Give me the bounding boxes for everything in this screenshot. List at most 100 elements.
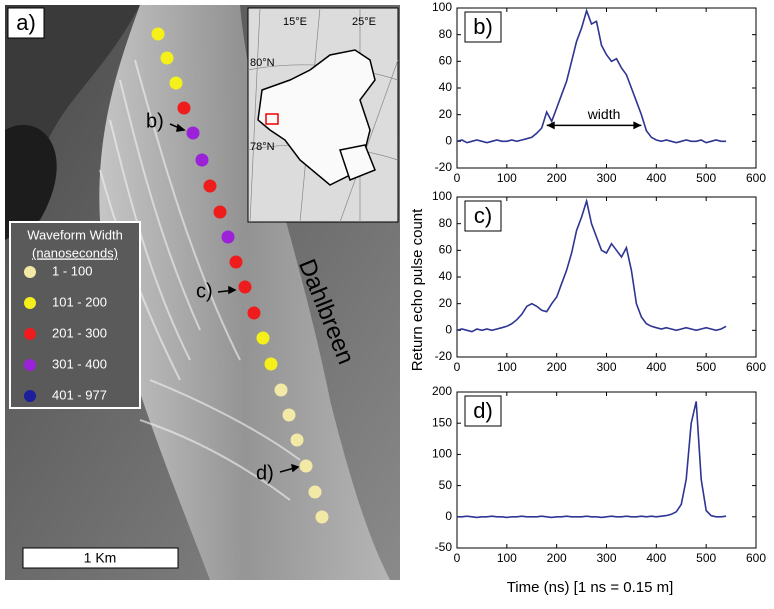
legend-swatch (24, 297, 36, 309)
track-points (151, 27, 329, 524)
track-point (177, 101, 191, 115)
x-tick-label: 500 (696, 360, 716, 374)
y-tick-label: 80 (439, 216, 453, 230)
legend-swatch (24, 359, 36, 371)
map-panel: a) 15°E 25°E 80°N 78°N Dahlbreen b) c) d… (5, 5, 400, 580)
track-point (151, 27, 165, 41)
track-point (264, 357, 278, 371)
y-tick-label: 150 (432, 415, 452, 429)
legend-label: 201 - 300 (52, 325, 107, 340)
x-tick-label: 0 (454, 360, 461, 374)
x-tick-label: 300 (596, 551, 616, 565)
x-tick-label: 600 (746, 360, 766, 374)
track-point (282, 408, 296, 422)
inset-label: 25°E (352, 16, 376, 28)
y-tick-label: 60 (439, 243, 453, 257)
pointer-arrows (169, 123, 300, 473)
inset-map: 15°E 25°E 80°N 78°N (247, 7, 399, 223)
y-tick-label: 40 (439, 269, 453, 283)
panel-label: b) (473, 14, 493, 39)
annotation: width (587, 106, 621, 122)
waveform-line (456, 8, 727, 144)
legend-subtitle: (nanoseconds) (32, 245, 118, 260)
point-label: c) (196, 280, 213, 302)
x-tick-label: 500 (696, 551, 716, 565)
legend-title: Waveform Width (27, 227, 123, 242)
legend-label: 401 - 977 (52, 387, 107, 402)
panel-label-box (464, 11, 502, 43)
track-point (213, 205, 227, 219)
y-tick-label: 200 (432, 384, 452, 398)
inset-label: 80°N (250, 57, 275, 69)
x-tick-label: 200 (547, 171, 567, 185)
plot-frame (456, 7, 757, 169)
panel-label-box (464, 395, 502, 427)
legend-swatch (24, 266, 36, 278)
x-tick-label: 600 (746, 171, 766, 185)
x-tick-label: 300 (596, 360, 616, 374)
x-tick-label: 200 (547, 360, 567, 374)
track-point (221, 230, 235, 244)
x-tick-label: 100 (497, 360, 517, 374)
y-tick-label: 40 (439, 80, 453, 94)
panel-label: d) (473, 398, 493, 423)
y-tick-label: 20 (439, 296, 453, 310)
y-tick-label: -20 (435, 160, 453, 174)
y-tick-label: 100 (432, 189, 452, 203)
point-label: d) (256, 462, 274, 484)
legend-swatch (24, 390, 36, 402)
panel-label: c) (474, 203, 492, 228)
track-point (169, 76, 183, 90)
inset-label: 78°N (250, 141, 275, 153)
water (5, 124, 57, 240)
y-tick-label: 50 (439, 478, 453, 492)
track-point (160, 51, 174, 65)
y-axis-label: Return echo pulse count (409, 208, 426, 371)
legend-label: 101 - 200 (52, 294, 107, 309)
inset-label: 15°E (283, 16, 307, 28)
y-tick-label: 0 (445, 509, 452, 523)
waveform-line (456, 197, 727, 333)
y-tick-label: 0 (445, 134, 452, 148)
y-tick-label: -50 (435, 540, 453, 554)
x-tick-label: 200 (547, 551, 567, 565)
y-tick-label: 100 (432, 447, 452, 461)
y-tick-label: -20 (435, 349, 453, 363)
plot-frame (456, 391, 757, 549)
legend-swatch (24, 328, 36, 340)
track-point (256, 331, 270, 345)
legend-box (9, 221, 141, 409)
track-point (315, 510, 329, 524)
panel-label: a) (16, 10, 36, 35)
x-tick-label: 400 (646, 171, 666, 185)
panel-label-box (464, 200, 502, 232)
x-tick-label: 100 (497, 551, 517, 565)
y-tick-label: 60 (439, 54, 453, 68)
panel-label-box (7, 7, 45, 39)
x-tick-label: 500 (696, 171, 716, 185)
y-tick-label: 20 (439, 107, 453, 121)
x-tick-label: 400 (646, 551, 666, 565)
y-tick-label: 80 (439, 27, 453, 41)
x-tick-label: 600 (746, 551, 766, 565)
track-point (299, 459, 313, 473)
x-tick-label: 100 (497, 171, 517, 185)
track-point (195, 153, 209, 167)
x-axis-label: Time (ns) [1 ns = 0.15 m] (507, 579, 674, 596)
crevasses (99, 59, 301, 501)
legend-label: 1 - 100 (52, 263, 92, 278)
scale-bar (22, 547, 179, 569)
waveform-line (457, 401, 727, 519)
x-tick-label: 300 (596, 171, 616, 185)
x-tick-label: 0 (454, 171, 461, 185)
scale-label: 1 Km (84, 550, 117, 566)
plot-frame (456, 196, 757, 358)
x-tick-label: 400 (646, 360, 666, 374)
track-point (247, 306, 261, 320)
track-point (229, 255, 243, 269)
